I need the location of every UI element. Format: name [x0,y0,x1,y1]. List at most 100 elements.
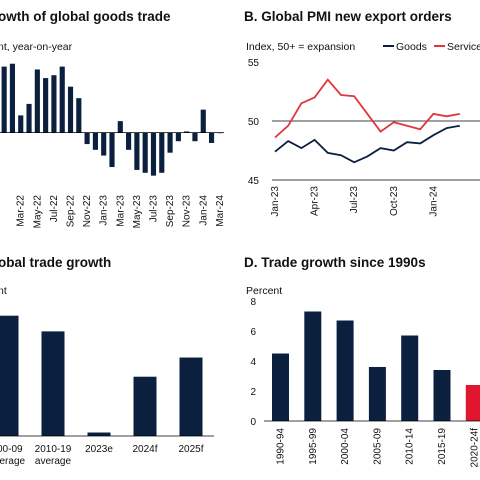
panel-a-bar-Apr-23 [126,132,132,150]
panel-a-bar-Nov-22 [84,132,90,145]
panel-a-tick-Sep-23: Sep-23 [165,195,176,228]
panel-a-tick-Jan-24: Jan-24 [198,195,209,226]
panel-d-bar-2010-14 [401,335,419,421]
panel-a-bar-Dec-23 [192,132,198,142]
panel-d-ytick-2: 2 [250,387,256,398]
panel-a-tick-Jul-23: Jul-23 [148,195,159,223]
panel-d-tick-2005-09: 2005-09 [372,428,383,465]
panel-d-unit-label: Percent [246,285,282,297]
panel-a: owth of global goods trade nt, year-on-y… [0,9,226,228]
panel-a-bar-Aug-22 [59,66,65,133]
panel-d-tick-2010-14: 2010-14 [405,428,416,465]
panel-c-bar-1 [41,331,65,436]
panel-a-bar-Mar-22 [18,115,24,133]
panel-c-tick-2-0: 2023e [85,444,113,455]
panel-c-tick-0-1: average [0,456,26,467]
panel-b-xtick-Jan-23: Jan-23 [270,186,281,217]
panel-a-bar-Jun-22 [43,78,49,133]
legend-goods-label: Goods [396,41,427,53]
panel-a-bar-Dec-22 [92,132,98,150]
panel-a-bar-Mar-23 [117,121,123,133]
panel-a-x-ticks: Mar-22 May-22 Jul-22 Sep-22 Nov-22 Jan-23 Mar-… [16,195,226,229]
panel-a-bar-Jul-22 [51,75,57,133]
panel-b-xtick-Oct-23: Oct-23 [389,186,400,216]
panel-c-bar-4 [179,357,203,436]
panel-b-xtick-Jul-23: Jul-23 [349,186,360,214]
panel-d-bars [272,311,480,421]
panel-a-tick-May-23: May-23 [132,195,143,229]
panel-b-ytick-55: 55 [248,58,260,69]
panel-a-bar-Jul-23 [150,132,157,176]
panel-d-ytick-8: 8 [250,297,256,308]
panel-a-bar-May-23 [134,132,140,170]
panel-a-bar-Feb-22 [9,63,16,133]
services-series-line [274,78,460,139]
panel-c-tick-0-0: 000-09 [0,444,23,455]
panel-d: D. Trade growth since 1990s Percent 0 2 4 6… [244,255,480,467]
panel-c-title: obal trade growth [0,255,111,270]
panel-a-tick-Nov-22: Nov-22 [82,195,93,228]
panel-d-tick-1990-94: 1990-94 [276,428,287,465]
panel-d-bar-1995-99 [304,311,322,421]
panel-a-bar-Sep-22 [67,86,74,133]
panel-a-bar-Nov-23 [184,131,190,133]
panel-a-tick-Sep-22: Sep-22 [66,195,77,228]
panel-b-ytick-45: 45 [248,176,260,187]
panel-a-tick-Mar-24: Mar-24 [215,195,226,227]
panel-d-tick-1995-99: 1995-99 [308,428,319,465]
panel-a-bar-May-22 [34,69,40,133]
panel-a-bar-Apr-22 [26,103,32,133]
panel-a-bars [1,63,223,176]
panel-a-bar-Jan-23 [101,132,107,156]
panel-a-bar-Sep-23 [167,132,173,153]
panel-c-bar-0 [0,315,19,436]
panel-d-bar-2005-09 [368,367,386,421]
panel-b-y-ticks: 45 50 55 [248,58,260,187]
panel-d-tick-2020-24f: 2020-24f [469,428,480,468]
panel-d-bar-1990-94 [272,353,289,421]
panel-a-tick-Mar-22: Mar-22 [16,195,27,227]
panel-a-bar-Feb-24 [208,132,215,143]
panel-a-tick-Jul-22: Jul-22 [49,195,60,223]
panel-d-tick-2015-19: 2015-19 [437,428,448,465]
panel-b-title: B. Global PMI new export orders [244,9,452,24]
panel-d-bar-2015-19 [433,370,451,421]
panel-c-tick-4-0: 2025f [178,444,203,455]
panel-b: B. Global PMI new export orders Index, 5… [244,9,480,217]
panel-c-x-ticks: 000-09average2010-19average2023e2024f202… [0,444,204,467]
panel-a-bar-Oct-23 [175,132,181,142]
panel-b-unit-label: Index, 50+ = expansion [246,41,355,53]
panel-c-tick-1-0: 2010-19 [35,444,72,455]
panel-a-bar-Jan-22 [1,66,7,133]
goods-series-line [274,124,460,164]
panel-d-ytick-0: 0 [250,417,256,428]
panel-a-bar-Jun-23 [142,132,148,173]
panel-c-bar-2 [87,432,111,436]
panel-c-tick-3-0: 2024f [132,444,157,455]
panel-a-title: owth of global goods trade [0,9,171,24]
panel-b-ytick-50: 50 [248,117,260,128]
panel-c-bar-3 [133,376,157,436]
panel-b-x-ticks: Jan-23 Apr-23 Jul-23 Oct-23 Jan-24 [270,186,439,217]
panel-a-tick-May-22: May-22 [32,195,43,229]
panel-d-bar-2000-04 [336,320,354,421]
panel-a-bar-Oct-22 [76,98,82,133]
legend-services-label: Services [447,41,480,53]
panel-b-xtick-Apr-23: Apr-23 [310,186,321,216]
panel-a-bar-Jan-24 [200,109,206,133]
panel-d-title: D. Trade growth since 1990s [244,255,426,270]
panel-a-bar-Aug-23 [159,132,165,173]
panel-b-legend: Goods Services [383,41,480,53]
panel-c-unit-label: nt [0,285,7,297]
panel-d-bar-2020-24f [465,385,480,421]
panel-c: obal trade growth nt 000-09average2010-1… [0,255,214,467]
panel-a-tick-Nov-23: Nov-23 [182,195,193,228]
panel-a-tick-Mar-23: Mar-23 [115,195,126,227]
panel-c-tick-1-1: average [35,456,72,467]
panel-d-y-ticks: 0 2 4 6 8 [250,297,256,428]
panel-d-tick-2000-04: 2000-04 [340,428,351,465]
panel-d-ytick-6: 6 [250,327,256,338]
panel-d-x-ticks: 1990-94 1995-99 2000-04 2005-09 2010-14 2015-… [276,428,480,468]
panel-c-bars [0,315,203,436]
